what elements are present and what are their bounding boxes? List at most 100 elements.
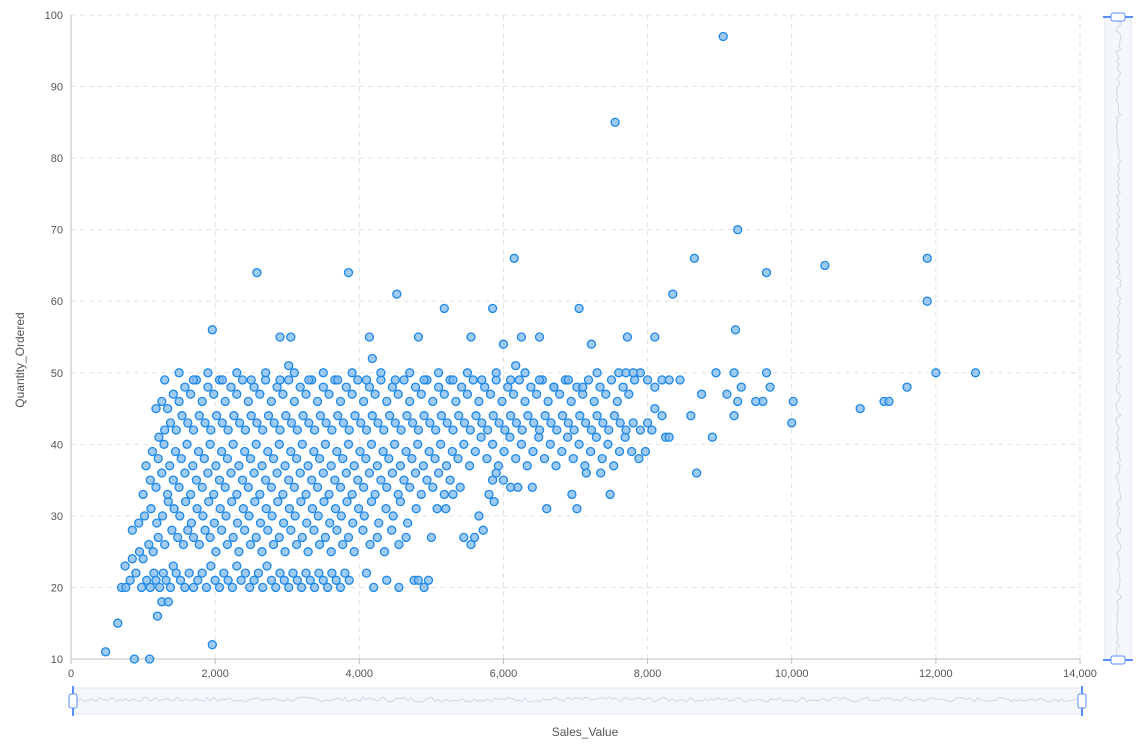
- data-point[interactable]: [180, 496, 191, 507]
- data-point[interactable]: [145, 582, 155, 593]
- data-point[interactable]: [539, 453, 550, 464]
- data-point[interactable]: [392, 289, 402, 299]
- data-point[interactable]: [585, 446, 596, 457]
- data-point[interactable]: [232, 389, 242, 399]
- data-point[interactable]: [234, 461, 244, 471]
- data-point[interactable]: [209, 489, 219, 500]
- data-point[interactable]: [318, 575, 328, 585]
- data-point[interactable]: [152, 518, 162, 528]
- data-point[interactable]: [320, 532, 331, 543]
- data-point[interactable]: [364, 332, 375, 342]
- data-point[interactable]: [464, 461, 475, 471]
- data-point[interactable]: [367, 353, 377, 364]
- data-point[interactable]: [621, 425, 631, 435]
- data-point[interactable]: [459, 439, 469, 449]
- data-point[interactable]: [586, 425, 597, 435]
- data-point[interactable]: [188, 582, 199, 593]
- data-point[interactable]: [274, 439, 284, 449]
- data-point[interactable]: [315, 411, 326, 421]
- data-point[interactable]: [604, 425, 614, 435]
- data-point[interactable]: [523, 411, 533, 421]
- data-point[interactable]: [350, 411, 360, 421]
- data-point[interactable]: [203, 382, 213, 392]
- data-point[interactable]: [185, 389, 196, 399]
- data-point[interactable]: [243, 396, 253, 407]
- data-point[interactable]: [127, 525, 137, 535]
- data-point[interactable]: [183, 525, 193, 535]
- data-point[interactable]: [257, 547, 267, 557]
- data-point[interactable]: [318, 468, 328, 478]
- data-point[interactable]: [361, 568, 372, 578]
- data-point[interactable]: [484, 489, 494, 500]
- data-point[interactable]: [136, 582, 147, 593]
- data-point[interactable]: [664, 375, 674, 385]
- data-point[interactable]: [232, 489, 242, 500]
- data-point[interactable]: [581, 468, 591, 478]
- data-point[interactable]: [292, 425, 302, 435]
- data-point[interactable]: [174, 368, 184, 378]
- data-point[interactable]: [419, 375, 429, 385]
- data-point[interactable]: [477, 375, 487, 385]
- data-point[interactable]: [476, 432, 486, 442]
- data-point[interactable]: [448, 489, 458, 500]
- data-point[interactable]: [266, 575, 277, 585]
- data-point[interactable]: [471, 411, 481, 421]
- data-point[interactable]: [303, 461, 313, 471]
- data-point[interactable]: [657, 411, 667, 421]
- data-point[interactable]: [361, 375, 372, 385]
- data-point[interactable]: [318, 368, 328, 378]
- data-point[interactable]: [477, 418, 487, 428]
- data-point[interactable]: [304, 418, 314, 428]
- data-point[interactable]: [280, 547, 290, 557]
- data-point[interactable]: [441, 504, 451, 514]
- data-point[interactable]: [253, 568, 264, 578]
- data-point[interactable]: [301, 389, 311, 399]
- data-point[interactable]: [401, 532, 411, 543]
- data-point[interactable]: [278, 389, 288, 399]
- data-point[interactable]: [733, 225, 743, 235]
- data-point[interactable]: [281, 411, 291, 421]
- data-point[interactable]: [342, 496, 352, 507]
- data-point[interactable]: [284, 475, 294, 485]
- data-point[interactable]: [159, 439, 169, 449]
- data-point[interactable]: [177, 411, 187, 421]
- data-point[interactable]: [668, 289, 678, 299]
- data-point[interactable]: [263, 411, 274, 421]
- data-point[interactable]: [296, 582, 307, 593]
- data-point[interactable]: [154, 582, 165, 593]
- data-point[interactable]: [610, 117, 620, 127]
- data-point[interactable]: [378, 446, 388, 457]
- data-point[interactable]: [275, 568, 285, 578]
- data-point[interactable]: [459, 532, 469, 543]
- data-point[interactable]: [557, 446, 567, 457]
- data-point[interactable]: [304, 375, 314, 385]
- data-point[interactable]: [305, 575, 315, 585]
- data-point[interactable]: [243, 482, 253, 492]
- data-point[interactable]: [505, 411, 516, 421]
- data-point[interactable]: [263, 446, 273, 457]
- data-point[interactable]: [730, 325, 741, 335]
- horizontal-slider-left-handle[interactable]: [68, 686, 78, 716]
- data-point[interactable]: [275, 425, 285, 435]
- data-point[interactable]: [592, 368, 602, 378]
- data-point[interactable]: [574, 439, 584, 449]
- data-point[interactable]: [188, 461, 198, 471]
- data-point[interactable]: [522, 461, 532, 471]
- data-point[interactable]: [382, 575, 392, 585]
- data-point[interactable]: [419, 411, 429, 421]
- data-point[interactable]: [286, 525, 296, 535]
- data-point[interactable]: [344, 575, 354, 585]
- data-point[interactable]: [180, 382, 190, 392]
- data-point[interactable]: [271, 582, 281, 593]
- data-point[interactable]: [222, 453, 233, 464]
- data-point[interactable]: [314, 568, 324, 578]
- data-point[interactable]: [206, 561, 216, 571]
- data-point[interactable]: [338, 453, 348, 464]
- data-point[interactable]: [207, 640, 217, 650]
- data-point[interactable]: [240, 425, 251, 435]
- data-point[interactable]: [262, 561, 272, 571]
- data-point[interactable]: [257, 461, 267, 471]
- data-point[interactable]: [399, 475, 409, 485]
- data-point[interactable]: [228, 439, 238, 449]
- data-point[interactable]: [353, 475, 363, 485]
